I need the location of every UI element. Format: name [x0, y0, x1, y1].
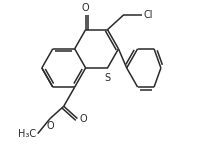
Text: O: O [79, 114, 87, 124]
Text: O: O [82, 3, 89, 13]
Text: O: O [46, 121, 54, 131]
Text: Cl: Cl [144, 10, 153, 20]
Text: S: S [104, 73, 111, 83]
Text: H₃C: H₃C [18, 129, 36, 139]
